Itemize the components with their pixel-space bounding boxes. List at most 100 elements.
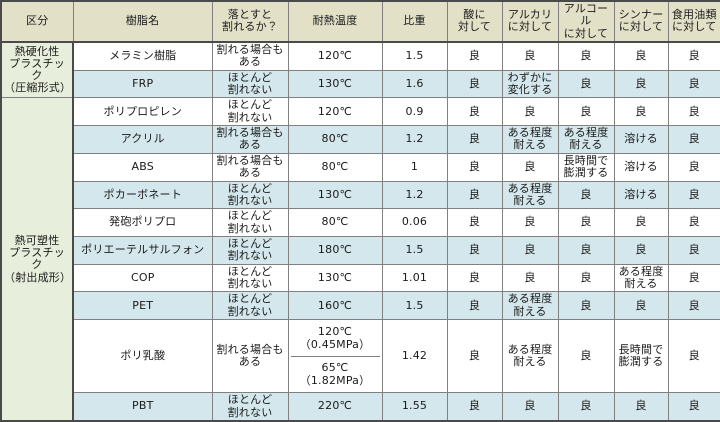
resin-name-cell: FRP (72, 69, 213, 99)
header-specific-gravity: 比重 (381, 0, 448, 43)
alkali-line1: ある程度 (507, 342, 553, 356)
acid-resistance-cell: 良 (446, 263, 503, 293)
alkali-resistance-cell: わずかに 変化する (501, 69, 559, 99)
breakability-cell: 割れる場合も ある (211, 125, 289, 154)
thinner-resistance-cell: 良 (613, 208, 669, 237)
heat-resistance-cell: 220℃ (287, 392, 383, 422)
alkali-resistance-cell: ある程度 耐える (501, 291, 559, 321)
breakability-cell: ほとんど 割れない (211, 392, 289, 422)
table-row: FRP ほとんど 割れない 130℃ 1.6 良 わずかに 変化する 良 良 良 (1, 69, 720, 99)
acid-resistance-cell: 良 (446, 125, 503, 154)
oil-resistance-cell: 良 (667, 152, 720, 182)
heat-resistance-cell: 120℃ (287, 97, 383, 127)
breakability-line2: ある (238, 166, 262, 180)
breakability-line2: ある (238, 138, 262, 152)
table-body: 熱硬化性 プラスチック （圧縮形式） メラミン樹脂 割れる場合も ある 120℃… (0, 41, 720, 422)
header-specific-gravity-label: 比重 (403, 14, 426, 28)
alkali-line1: ある程度 (507, 292, 553, 306)
breakability-line1: ほとんど (227, 237, 273, 251)
acid-resistance-cell: 良 (446, 392, 503, 422)
header-alcohol-line1: アルコール (563, 2, 609, 28)
oil-resistance-cell: 良 (667, 41, 720, 71)
oil-resistance-cell: 良 (667, 263, 720, 293)
thinner-resistance-cell: 良 (613, 97, 669, 127)
breakability-line2: ある (238, 55, 262, 69)
alcohol-resistance-cell: 良 (557, 392, 615, 422)
breakability-cell: 割れる場合も ある (211, 152, 289, 182)
header-thinner-line2: に対して (618, 20, 664, 34)
acid-resistance-cell: 良 (446, 291, 503, 321)
alcohol-resistance-cell: 良 (557, 180, 615, 210)
alkali-resistance-cell: 良 (501, 208, 559, 237)
specific-gravity-cell: 1.6 (381, 69, 448, 99)
table-row: ABS 割れる場合も ある 80℃ 1 良 良 長時間で 膨潤する 溶ける 良 (1, 152, 720, 182)
specific-gravity-cell: 1.5 (381, 41, 448, 71)
alcohol-resistance-cell: 良 (557, 319, 615, 394)
alkali-resistance-cell: 良 (501, 152, 559, 182)
resin-name-cell: ポカーボネート (72, 180, 213, 210)
heat-resistance-cell: 130℃ (287, 263, 383, 293)
thinner-line2: 耐える (624, 277, 658, 291)
heat-resistance-sub-lower: 65℃ （1.82MPa） (291, 357, 380, 391)
breakability-line1: ほとんど (227, 393, 273, 407)
resin-name-cell: 発砲ポリプロ (72, 208, 213, 237)
thinner-resistance-cell: 溶ける (613, 125, 669, 154)
breakability-line1: ほとんど (227, 181, 273, 195)
breakability-line1: 割れる場合も (216, 342, 284, 356)
resin-name-cell: アクリル (72, 125, 213, 154)
header-category: 区分 (0, 0, 74, 43)
acid-resistance-cell: 良 (446, 208, 503, 237)
header-oil-line2: に対して (672, 20, 717, 34)
thinner-resistance-cell: 良 (613, 392, 669, 422)
alcohol-resistance-cell: 良 (557, 263, 615, 293)
alcohol-resistance-cell: 良 (557, 235, 615, 265)
specific-gravity-cell: 1.55 (381, 392, 448, 422)
breakability-line2: 割れない (227, 304, 273, 318)
header-acid: 酸に 対して (446, 0, 503, 43)
heat-upper-temp: 120℃ (317, 325, 353, 339)
category-label-line3: （圧縮形式） (4, 81, 72, 95)
oil-resistance-cell: 良 (667, 235, 720, 265)
acid-resistance-cell: 良 (446, 235, 503, 265)
heat-lower-temp: 65℃ (321, 360, 349, 374)
breakability-cell: 割れる場合も ある (211, 319, 289, 394)
alcohol-resistance-cell: ある程度 耐える (557, 125, 615, 154)
breakability-cell: ほとんど 割れない (211, 180, 289, 210)
resin-name-cell: ポリエーテルサルフォン (72, 235, 213, 265)
alkali-resistance-cell: 良 (501, 235, 559, 265)
header-alcohol: アルコール に対して (557, 0, 615, 43)
header-oil-line1: 食用油類 (671, 8, 717, 22)
category-cell-thermoplastic: 熱可塑性 プラスチック （射出成形） (0, 97, 74, 422)
alcohol-line1: ある程度 (563, 126, 609, 140)
alkali-resistance-cell: 良 (501, 392, 559, 422)
breakability-line1: ほとんど (227, 292, 273, 306)
breakability-line2: 割れない (227, 405, 273, 419)
oil-resistance-cell: 良 (667, 208, 720, 237)
header-acid-line2: 対して (457, 20, 492, 34)
heat-resistance-cell: 160℃ (287, 291, 383, 321)
alcohol-resistance-cell: 良 (557, 208, 615, 237)
alkali-line1: ある程度 (507, 181, 553, 195)
oil-resistance-cell: 良 (667, 291, 720, 321)
header-breakability-line2: 割れるか？ (222, 20, 278, 34)
heat-lower-load: （1.82MPa） (299, 373, 371, 387)
thinner-line1: ある程度 (618, 264, 664, 278)
breakability-line2: 割れない (227, 221, 273, 235)
table-row: 熱可塑性 プラスチック （射出成形） ポリプロピレン ほとんど 割れない 120… (0, 97, 720, 422)
category-label-line3: （射出成形） (4, 270, 72, 284)
header-alcohol-line2: に対して (563, 26, 609, 40)
table-row: 発砲ポリプロ ほとんど 割れない 80℃ 0.06 良 良 良 良 良 (1, 208, 720, 237)
breakability-line1: 割れる場合も (216, 153, 284, 167)
breakability-cell: ほとんど 割れない (211, 235, 289, 265)
header-heat-resistance-label: 耐熱温度 (312, 14, 358, 28)
breakability-cell: ほとんど 割れない (211, 97, 289, 127)
breakability-cell: ほとんど 割れない (211, 208, 289, 237)
header-breakability-line1: 落とすと (227, 8, 273, 22)
alcohol-resistance-cell: 長時間で 膨潤する (557, 152, 615, 182)
specific-gravity-cell: 1 (381, 152, 448, 182)
category-label-line2: プラスチック (9, 56, 65, 83)
breakability-line2: 割れない (227, 193, 273, 207)
resin-name-cell: PET (72, 291, 213, 321)
thinner-resistance-cell: 溶ける (613, 180, 669, 210)
alkali-resistance-cell: ある程度 耐える (501, 180, 559, 210)
